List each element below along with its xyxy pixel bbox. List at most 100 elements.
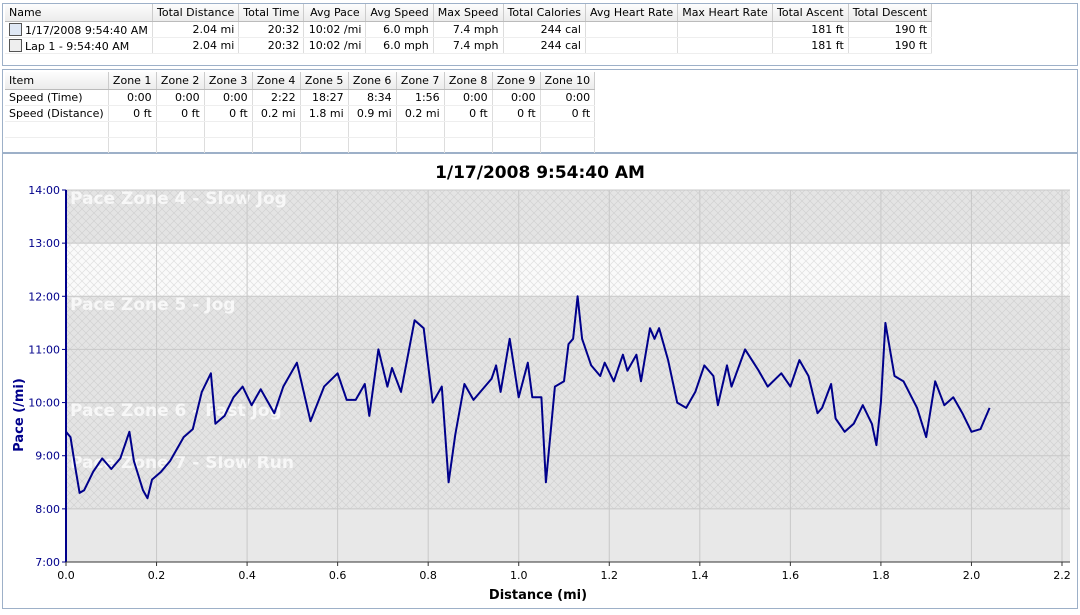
table-cell	[348, 121, 397, 138]
x-tick-label: 0.8	[419, 569, 437, 582]
table-cell: 6.0 mph	[365, 37, 434, 54]
column-header[interactable]: Zone 5	[300, 72, 349, 90]
table-cell: 10:02 /mi	[303, 37, 367, 54]
column-header[interactable]: Item	[5, 72, 109, 90]
summary-table: Name Total Distance Total Time Avg Pace Avg …	[5, 4, 933, 54]
table-cell: 20:32	[238, 21, 305, 38]
table-cell: 0 ft	[108, 105, 157, 122]
column-header[interactable]: Zone 8	[444, 72, 493, 90]
table-cell: 0:00	[108, 89, 157, 106]
table-cell	[108, 121, 157, 138]
y-tick-label: 8:00	[35, 503, 60, 516]
table-cell: 2.04 mi	[152, 21, 240, 38]
table-cell	[540, 121, 596, 138]
y-tick-label: 7:00	[35, 556, 60, 569]
column-header[interactable]: Zone 3	[204, 72, 253, 90]
table-cell: 0:00	[444, 89, 493, 106]
cell-text: 1/17/2008 9:54:40 AM	[25, 23, 148, 37]
column-header[interactable]: Zone 2	[156, 72, 205, 90]
pace-line	[65, 295, 991, 500]
zone-label: Pace Zone 7 - Slow Run	[70, 453, 294, 473]
table-cell: 0.2 mi	[396, 105, 445, 122]
table-cell: 18:27	[300, 89, 349, 106]
table-cell: 10:02 /mi	[303, 21, 367, 38]
column-header[interactable]: Zone 6	[348, 72, 397, 90]
column-header[interactable]: Avg Speed	[365, 4, 434, 22]
column-header[interactable]: Zone 4	[252, 72, 301, 90]
y-tick-label: 14:00	[28, 184, 60, 197]
table-cell: 0:00	[204, 89, 253, 106]
table-cell	[348, 137, 397, 154]
column-header[interactable]: Name	[5, 4, 153, 22]
table-row[interactable]: 1/17/2008 9:54:40 AM 2.04 mi 20:32 10:02 /m…	[5, 21, 933, 38]
table-cell: 190 ft	[848, 37, 933, 54]
table-cell	[396, 137, 445, 154]
table-cell: 0 ft	[204, 105, 253, 122]
table-cell	[585, 21, 679, 38]
x-tick-label: 1.0	[510, 569, 528, 582]
table-cell: 181 ft	[772, 21, 849, 38]
table-cell: 181 ft	[772, 37, 849, 54]
row-icon	[9, 22, 22, 36]
x-tick-label: 2.0	[963, 569, 981, 582]
y-axis-label: Pace (/mi)	[12, 378, 27, 452]
column-header[interactable]: Total Distance	[152, 4, 240, 22]
table-cell	[677, 37, 773, 54]
table-cell: 0.9 mi	[348, 105, 397, 122]
x-tick-label: 1.4	[691, 569, 709, 582]
column-header[interactable]: Max Speed	[433, 4, 504, 22]
summary-frame	[2, 3, 1078, 66]
zone-label: Pace Zone 5 - Jog	[70, 295, 235, 315]
table-row[interactable]: Lap 1 - 9:54:40 AM 2.04 mi 20:32 10:02 /mi 6…	[5, 37, 933, 54]
table-cell: 0:00	[540, 89, 596, 106]
table-cell	[252, 121, 301, 138]
table-row[interactable]: Speed (Time) 0:00 0:00 0:00 2:22 18:27 8:34 1:5…	[5, 89, 596, 106]
cell-text: Lap 1 - 9:54:40 AM	[25, 39, 130, 53]
table-row	[5, 137, 596, 154]
table-cell	[108, 137, 157, 154]
column-header[interactable]: Zone 10	[540, 72, 596, 90]
table-cell	[444, 121, 493, 138]
column-header[interactable]: Zone 9	[492, 72, 541, 90]
table-cell	[492, 121, 541, 138]
column-header[interactable]: Max Heart Rate	[677, 4, 773, 22]
header-row: Name Total Distance Total Time Avg Pace Avg …	[5, 4, 933, 22]
table-cell: 2.04 mi	[152, 37, 240, 54]
x-tick-label: 1.2	[601, 569, 619, 582]
x-tick-label: 1.8	[872, 569, 890, 582]
table-cell: 244 cal	[503, 21, 586, 38]
table-row	[5, 121, 596, 138]
table-cell: 0.2 mi	[252, 105, 301, 122]
plot-bottom	[66, 508, 1070, 562]
x-tick-label: 0.4	[238, 569, 256, 582]
table-row[interactable]: Speed (Distance) 0 ft 0 ft 0 ft 0.2 mi 1.8 mi…	[5, 105, 596, 122]
table-cell	[677, 21, 773, 38]
column-header[interactable]: Total Ascent	[772, 4, 849, 22]
table-cell: 0:00	[156, 89, 205, 106]
column-header[interactable]: Total Calories	[503, 4, 586, 22]
column-header[interactable]: Total Time	[238, 4, 305, 22]
table-cell	[444, 137, 493, 154]
table-cell	[300, 121, 349, 138]
table-cell	[204, 137, 253, 154]
table-cell: Speed (Time)	[5, 89, 109, 106]
column-header[interactable]: Avg Pace	[303, 4, 367, 22]
x-tick-label: 0.2	[148, 569, 166, 582]
table-cell	[5, 137, 109, 154]
table-cell: 244 cal	[503, 37, 586, 54]
table-cell: 0:00	[492, 89, 541, 106]
table-cell	[156, 121, 205, 138]
column-header[interactable]: Zone 7	[396, 72, 445, 90]
column-header[interactable]: Zone 1	[108, 72, 157, 90]
table-cell	[156, 137, 205, 154]
x-tick-label: 0.6	[329, 569, 347, 582]
table-cell	[300, 137, 349, 154]
y-tick-label: 11:00	[28, 343, 60, 356]
zone-band	[66, 190, 1070, 244]
column-header[interactable]: Total Descent	[848, 4, 933, 22]
column-header[interactable]: Avg Heart Rate	[585, 4, 679, 22]
x-tick-label: 2.2	[1053, 569, 1071, 582]
zone-gap	[66, 243, 1070, 297]
table-cell: 7.4 mph	[433, 21, 504, 38]
